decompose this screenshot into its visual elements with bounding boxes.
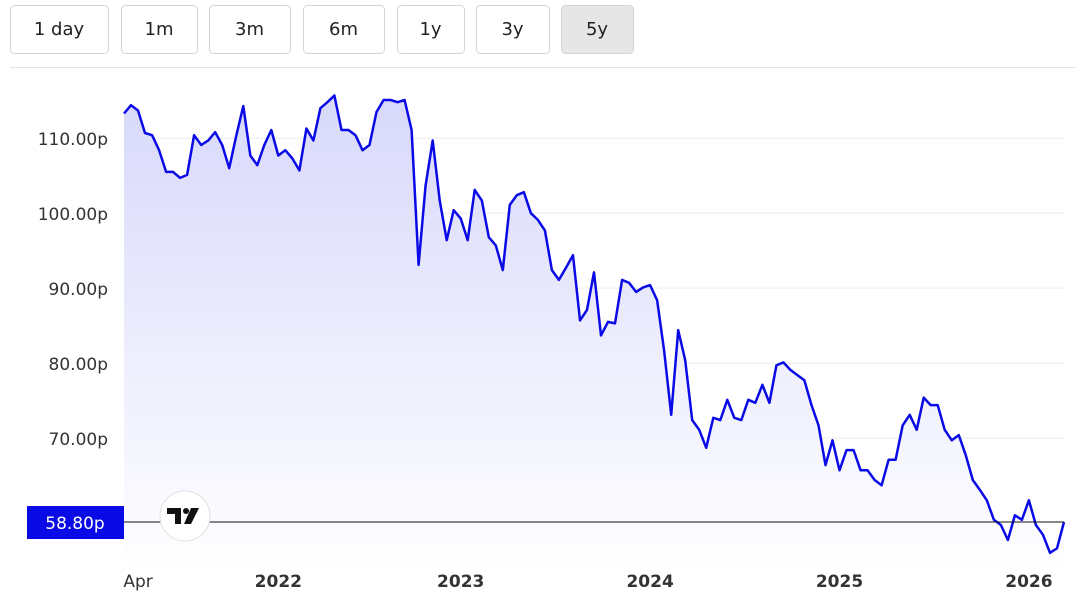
button-bg[interactable]	[209, 5, 291, 54]
y-tick-label: 70.00p	[49, 430, 108, 450]
x-tick-label: 2025	[816, 572, 863, 592]
x-tick-label: Apr	[123, 572, 152, 592]
button-label[interactable]: 3m	[235, 19, 264, 40]
area	[124, 95, 1064, 570]
range-buttons: 1 day 1m 3m 6m 1y 3y 5y	[10, 5, 634, 54]
button-bg[interactable]	[476, 5, 550, 54]
button-bg[interactable]	[121, 5, 198, 54]
range-button[interactable]: 1 day	[10, 5, 109, 54]
button-label[interactable]: 1 day	[34, 19, 85, 40]
button-label[interactable]: 1m	[145, 19, 174, 40]
y-tick-label: 90.00p	[49, 280, 108, 300]
y-tick-label: 80.00p	[49, 355, 108, 375]
x-tick-label: 2024	[626, 572, 673, 592]
button-bg[interactable]	[561, 5, 634, 54]
button-label[interactable]: 6m	[329, 19, 358, 40]
x-tick-label: 2023	[437, 572, 484, 592]
current-price-label: 58.80p	[45, 514, 104, 534]
button-label[interactable]: 3y	[501, 19, 523, 40]
button-label[interactable]: 1y	[419, 19, 441, 40]
range-button[interactable]: 5y	[561, 5, 634, 54]
price-line	[123, 94, 1066, 555]
button-bg[interactable]	[10, 5, 109, 54]
range-button[interactable]: 3y	[476, 5, 550, 54]
y-tick-label: 100.00p	[38, 205, 108, 225]
range-button[interactable]: 1m	[121, 5, 198, 54]
y-tick-label: 110.00p	[38, 130, 108, 150]
current-price-box	[27, 506, 124, 540]
x-tick-label: 2022	[255, 572, 302, 592]
x-tick-label: 2026	[1005, 572, 1052, 592]
button-bg[interactable]	[397, 5, 465, 54]
range-button[interactable]: 1y	[397, 5, 465, 54]
range-button[interactable]: 3m	[209, 5, 291, 54]
button-bg[interactable]	[303, 5, 385, 54]
button-label[interactable]: 5y	[586, 19, 608, 40]
range-button[interactable]: 6m	[303, 5, 385, 54]
plot: 58.80p	[27, 94, 1066, 570]
logo	[159, 490, 211, 542]
